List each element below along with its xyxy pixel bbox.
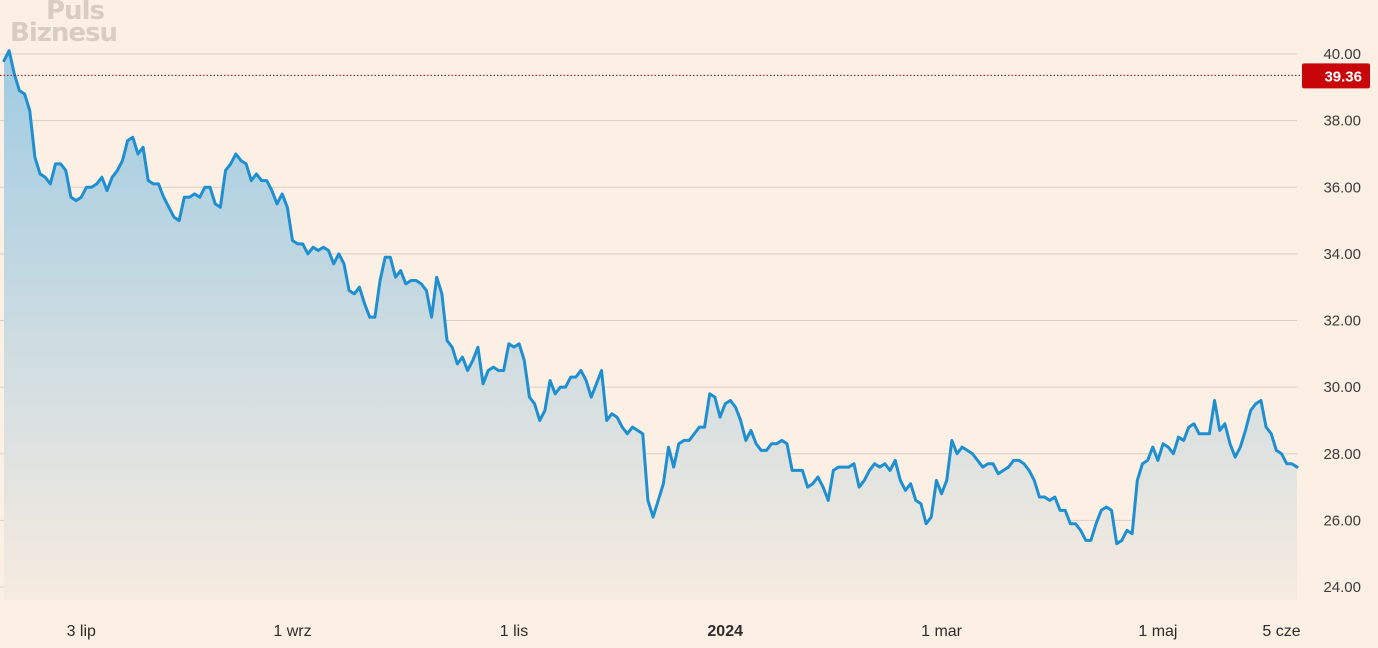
y-tick-label: 40.00 — [1323, 46, 1361, 63]
x-tick-label: 1 mar — [921, 623, 963, 640]
last-price-badge-bg — [1302, 63, 1370, 89]
y-tick-label: 30.00 — [1323, 379, 1361, 396]
price-area-fill — [4, 50, 1297, 601]
y-tick-label: 26.00 — [1323, 512, 1361, 529]
y-axis-labels: 40.00 38.00 36.00 34.00 32.00 30.00 28.00 26.00… — [1323, 46, 1361, 596]
y-tick-label: 36.00 — [1323, 179, 1361, 196]
x-tick-label: 1 wrz — [273, 623, 311, 640]
x-tick-label: 1 maj — [1138, 623, 1177, 640]
y-tick-label: 34.00 — [1323, 246, 1361, 263]
price-line — [2, 49, 1299, 546]
x-tick-label: 3 lip — [67, 623, 96, 640]
x-tick-label: 2024 — [707, 623, 743, 640]
y-tick-label: 32.00 — [1323, 313, 1361, 330]
last-price-label: 39.36 — [1324, 68, 1362, 85]
x-axis-labels: 3 lip 1 wrz 1 lis 2024 1 mar 1 maj 5 cze — [67, 623, 1301, 640]
y-tick-label: 24.00 — [1323, 579, 1361, 596]
y-tick-label: 38.00 — [1323, 113, 1361, 130]
x-tick-label: 5 cze — [1262, 623, 1300, 640]
last-price-badge: 39.36 — [1302, 63, 1370, 89]
y-tick-label: 28.00 — [1323, 446, 1361, 463]
x-tick-label: 1 lis — [500, 623, 528, 640]
